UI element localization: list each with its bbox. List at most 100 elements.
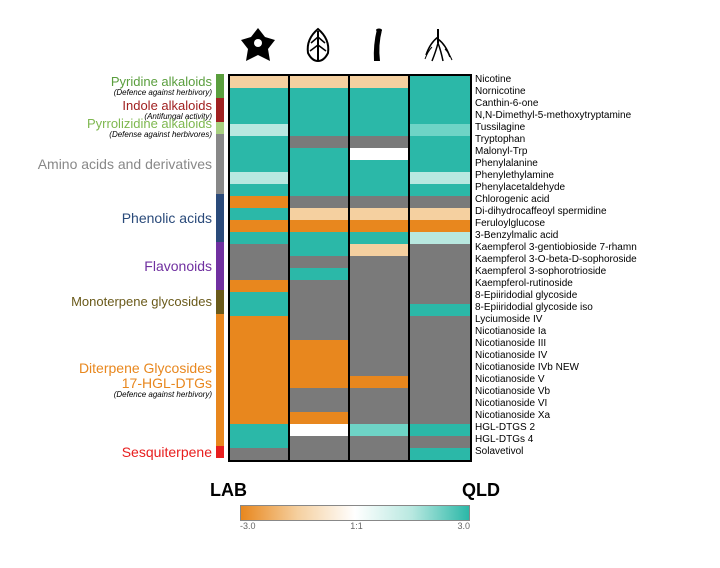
group-color-bar [216, 122, 224, 134]
heatmap-cell [290, 124, 350, 136]
heatmap-cell [230, 256, 290, 268]
heatmap-cell [350, 124, 410, 136]
heatmap-cell [290, 376, 350, 388]
heatmap-cell [350, 292, 410, 304]
heatmap-cell [410, 400, 470, 412]
heatmap-cell [410, 196, 470, 208]
group-color-bar [216, 314, 224, 446]
heatmap-cell [230, 388, 290, 400]
heatmap-cell [230, 448, 290, 460]
metabolite-label: Nicotianoside Xa [475, 410, 550, 422]
heatmap-cell [350, 280, 410, 292]
metabolite-label: 8-Epiiridodial glycoside [475, 290, 577, 302]
heatmap-cell [410, 304, 470, 316]
heatmap-cell [290, 136, 350, 148]
metabolite-label: Nicotianoside IV [475, 350, 547, 362]
heatmap-cell [410, 76, 470, 88]
metabolite-label: Chlorogenic acid [475, 194, 550, 206]
heatmap-cell [230, 280, 290, 292]
legend-gradient [240, 505, 470, 521]
heatmap-cell [230, 112, 290, 124]
heatmap-cell [290, 232, 350, 244]
metabolite-label: Kaempferol-rutinoside [475, 278, 573, 290]
group-color-bar [216, 134, 224, 194]
heatmap-cell [350, 136, 410, 148]
heatmap-cell [350, 412, 410, 424]
legend-title: LABQLD [210, 480, 500, 501]
metabolite-label: Malonyl-Trp [475, 146, 527, 158]
heatmap-cell [230, 196, 290, 208]
heatmap-cell [230, 232, 290, 244]
heatmap-cell [230, 124, 290, 136]
group-color-bar [216, 290, 224, 314]
heatmap-cell [350, 256, 410, 268]
heatmap-cell [350, 340, 410, 352]
group-label: Monoterpene glycosides [71, 295, 212, 309]
heatmap-cell [290, 148, 350, 160]
heatmap-cell [290, 304, 350, 316]
heatmap-cell [290, 340, 350, 352]
metabolite-label: 8-Epiiridodial glycoside iso [475, 302, 593, 314]
heatmap-cell [350, 304, 410, 316]
heatmap-cell [290, 448, 350, 460]
heatmap-cell [410, 340, 470, 352]
group-color-bar [216, 98, 224, 122]
heatmap-cell [410, 448, 470, 460]
heatmap-cell [410, 436, 470, 448]
heatmap-cell [410, 292, 470, 304]
heatmap-cell [410, 88, 470, 100]
heatmap-cell [410, 280, 470, 292]
column-icons-row [228, 20, 468, 70]
heatmap-cell [230, 208, 290, 220]
metabolite-label: Tussilagine [475, 122, 525, 134]
heatmap-cell [290, 280, 350, 292]
group-color-bar [216, 74, 224, 98]
metabolite-label: 3-Benzylmalic acid [475, 230, 558, 242]
metabolite-label: Lyciumoside IV [475, 314, 542, 326]
heatmap-cell [410, 388, 470, 400]
heatmap-cell [290, 76, 350, 88]
metabolite-label: Phenylethylamine [475, 170, 554, 182]
metabolite-label: Nicotianoside Vb [475, 386, 550, 398]
metabolite-label: Nicotianoside III [475, 338, 546, 350]
heatmap-cell [410, 100, 470, 112]
heatmap-cell [410, 328, 470, 340]
heatmap-cell [290, 112, 350, 124]
metabolite-label: Canthin-6-one [475, 98, 538, 110]
heatmap-cell [290, 424, 350, 436]
heatmap-cell [410, 412, 470, 424]
heatmap-cell [350, 88, 410, 100]
heatmap-cell [230, 148, 290, 160]
heatmap-cell [230, 376, 290, 388]
leaf-icon [288, 20, 348, 70]
metabolite-label: Kaempferol 3-gentiobioside 7-rhamn [475, 242, 637, 254]
heatmap-cell [290, 400, 350, 412]
heatmap-cell [410, 376, 470, 388]
metabolite-label: N,N-Dimethyl-5-methoxytryptamine [475, 110, 631, 122]
heatmap-cell [230, 304, 290, 316]
heatmap-cell [290, 388, 350, 400]
heatmap-cell [410, 352, 470, 364]
metabolite-label: Phenylacetaldehyde [475, 182, 565, 194]
heatmap-cell [290, 436, 350, 448]
heatmap-cell [290, 88, 350, 100]
heatmap-cell [290, 292, 350, 304]
heatmap-cell [350, 112, 410, 124]
heatmap-cell [230, 352, 290, 364]
heatmap-cell [350, 208, 410, 220]
metabolite-label: Tryptophan [475, 134, 525, 146]
heatmap-cell [410, 124, 470, 136]
stem-icon [348, 20, 408, 70]
metabolite-label: Feruloylglucose [475, 218, 545, 230]
heatmap-cell [410, 184, 470, 196]
heatmap-cell [350, 424, 410, 436]
metabolite-label: HGL-DTGS 2 [475, 422, 535, 434]
heatmap-cell [290, 100, 350, 112]
metabolite-label: Nicotine [475, 74, 511, 86]
metabolite-label: Nicotianoside Ia [475, 326, 546, 338]
heatmap-cell [410, 160, 470, 172]
heatmap-cell [290, 196, 350, 208]
legend-right-label: QLD [462, 480, 500, 501]
heatmap-cell [230, 100, 290, 112]
heatmap-cell [230, 184, 290, 196]
